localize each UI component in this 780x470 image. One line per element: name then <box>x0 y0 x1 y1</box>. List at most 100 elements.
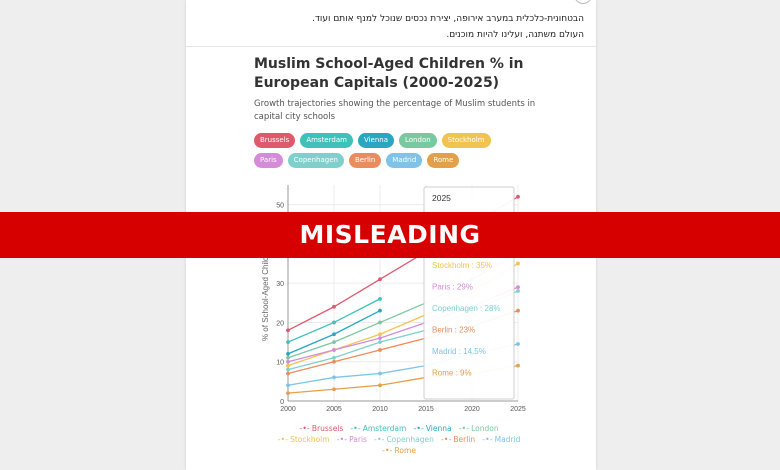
data-point-brussels <box>286 328 290 333</box>
chip-brussels[interactable]: Brussels <box>254 133 296 148</box>
legend-label: Amsterdam <box>362 424 407 433</box>
data-point-rome <box>516 363 520 368</box>
x-tick-label: 2025 <box>510 406 526 413</box>
x-tick-label: 2005 <box>326 406 342 413</box>
legend-item-stockholm[interactable]: -•- Stockholm <box>278 435 330 444</box>
legend-label: Rome <box>394 446 416 455</box>
data-point-rome <box>286 391 290 396</box>
y-axis-label: % of School-Aged Children <box>261 245 270 341</box>
series-filter-chips: Brussels Amsterdam Vienna London Stockholm Pa… <box>254 133 524 173</box>
chip-amsterdam[interactable]: Amsterdam <box>300 133 353 148</box>
data-point-copenhagen <box>332 355 336 360</box>
y-tick-label: 30 <box>276 281 284 288</box>
data-point-brussels <box>332 304 336 309</box>
legend-item-paris[interactable]: -•- Paris <box>337 435 367 444</box>
data-point-paris <box>516 285 520 290</box>
chart-subtitle: Growth trajectories showing the percenta… <box>254 99 536 122</box>
data-point-rome <box>378 383 382 388</box>
y-tick-label: 10 <box>276 360 284 367</box>
post-text-line-1: הבטחונית-כלכלית במערב אירופה, יצירת נכסי… <box>312 14 584 24</box>
data-point-berlin <box>378 348 382 352</box>
chip-stockholm[interactable]: Stockholm <box>441 133 491 148</box>
data-point-berlin <box>286 371 290 376</box>
chip-rome[interactable]: Rome <box>427 153 460 168</box>
chip-vienna[interactable]: Vienna <box>357 133 394 148</box>
data-point-stockholm <box>286 363 290 368</box>
data-point-vienna <box>378 308 382 313</box>
legend-marker: -•- <box>336 435 348 444</box>
data-point-madrid <box>332 375 336 380</box>
line-chart: 01020304050200020052010201520202025% of … <box>261 185 526 413</box>
data-point-paris <box>378 336 382 341</box>
data-point-madrid <box>516 342 520 346</box>
data-point-madrid <box>378 371 382 376</box>
tooltip-entry-copenhagen: Copenhagen : 28% <box>432 304 501 313</box>
legend-marker: -•- <box>382 446 393 455</box>
legend-label: Madrid <box>494 435 521 444</box>
chart-legend: -•- Brussels -•- Amsterdam -•- Vienna -•- Londo… <box>264 424 534 457</box>
chip-madrid[interactable]: Madrid <box>386 153 423 168</box>
tooltip-entry-rome: Rome : 9% <box>432 369 472 378</box>
legend-label: Berlin <box>453 435 476 444</box>
data-point-paris <box>286 359 290 364</box>
legend-marker: -•- <box>277 435 289 444</box>
y-tick-label: 50 <box>276 203 284 210</box>
legend-marker: -•- <box>350 424 361 433</box>
legend-item-madrid[interactable]: -•- Madrid <box>482 435 520 444</box>
chip-copenhagen[interactable]: Copenhagen <box>287 153 344 168</box>
legend-label: Vienna <box>425 424 452 433</box>
chart-title: Muslim School-Aged Children % in Europea… <box>254 56 524 91</box>
legend-marker: -•- <box>413 424 424 433</box>
data-point-berlin <box>332 359 336 364</box>
legend-item-brussels[interactable]: -•- Brussels <box>299 424 343 433</box>
post-text-line-2: העולם משתנה, ועלינו להיות מוכנים. <box>446 30 584 40</box>
legend-item-london[interactable]: -•- London <box>459 424 499 433</box>
data-point-amsterdam <box>378 296 382 301</box>
legend-marker: -•- <box>482 435 493 444</box>
data-point-stockholm <box>516 261 520 266</box>
data-point-copenhagen <box>516 289 520 293</box>
legend-label: London <box>471 424 499 433</box>
chip-london[interactable]: London <box>399 133 437 148</box>
legend-label: Copenhagen <box>386 435 434 444</box>
chip-berlin[interactable]: Berlin <box>348 153 382 168</box>
tooltip-entry-stockholm: Stockholm : 35% <box>432 261 492 270</box>
legend-item-copenhagen[interactable]: -•- Copenhagen <box>374 435 434 444</box>
data-point-copenhagen <box>286 367 290 372</box>
tooltip-title: 2025 <box>432 193 451 203</box>
legend-marker: -•- <box>440 435 452 444</box>
chip-paris[interactable]: Paris <box>254 153 283 168</box>
data-point-paris <box>332 348 336 352</box>
data-point-london <box>332 340 336 344</box>
x-tick-label: 2000 <box>280 406 296 413</box>
legend-marker: -•- <box>299 424 310 433</box>
y-tick-label: 0 <box>280 399 284 406</box>
divider <box>186 46 596 47</box>
x-tick-label: 2020 <box>464 406 480 413</box>
data-point-vienna <box>286 351 290 356</box>
legend-item-vienna[interactable]: -•- Vienna <box>413 424 451 433</box>
legend-item-amsterdam[interactable]: -•- Amsterdam <box>350 424 406 433</box>
data-point-vienna <box>332 332 336 337</box>
avatar <box>574 0 592 4</box>
legend-label: Brussels <box>311 424 344 433</box>
data-point-stockholm <box>378 332 382 337</box>
legend-item-rome[interactable]: -•- Rome <box>382 446 416 455</box>
y-tick-label: 20 <box>276 320 284 327</box>
tooltip-entry-madrid: Madrid : 14.5% <box>432 347 486 356</box>
data-point-amsterdam <box>332 320 336 325</box>
data-point-madrid <box>286 383 290 388</box>
legend-label: Stockholm <box>290 435 330 444</box>
data-point-london <box>286 355 290 360</box>
tooltip-entry-paris: Paris : 29% <box>432 283 473 292</box>
tooltip-entry-berlin: Berlin : 23% <box>432 326 475 335</box>
legend-label: Paris <box>349 435 367 444</box>
x-tick-label: 2015 <box>418 406 434 413</box>
misleading-banner: MISLEADING <box>0 212 780 258</box>
data-point-berlin <box>516 308 520 313</box>
legend-item-berlin[interactable]: -•- Berlin <box>441 435 475 444</box>
legend-marker: -•- <box>458 424 470 433</box>
data-point-brussels <box>516 194 520 199</box>
legend-marker: -•- <box>373 435 385 444</box>
data-point-amsterdam <box>286 340 290 344</box>
